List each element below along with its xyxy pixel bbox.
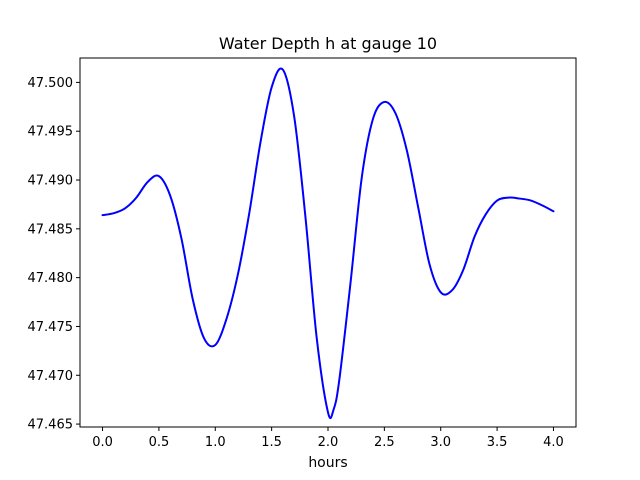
x-axis-label: hours [308, 455, 347, 471]
y-tick-label: 47.480 [28, 271, 74, 286]
x-tick-label: 3.5 [487, 435, 508, 450]
chart-title: Water Depth h at gauge 10 [219, 34, 437, 53]
y-axis-ticks: 47.465 47.470 47.475 47.480 47.485 47.490 47.4… [28, 76, 80, 433]
y-tick-label: 47.490 [28, 174, 74, 189]
y-tick-label: 47.500 [28, 76, 74, 91]
y-tick-label: 47.465 [28, 418, 74, 433]
x-axis-ticks: 0.0 0.5 1.0 1.5 2.0 2.5 3.0 3.5 4.0 [92, 427, 564, 450]
plot-area [101, 67, 555, 420]
y-tick-label: 47.495 [28, 125, 74, 140]
x-tick-label: 1.0 [205, 435, 226, 450]
x-tick-label: 0.0 [92, 435, 113, 450]
x-tick-label: 3.0 [430, 435, 451, 450]
x-tick-label: 1.5 [261, 435, 282, 450]
y-tick-label: 47.475 [28, 320, 74, 335]
y-tick-label: 47.485 [28, 222, 74, 237]
x-tick-label: 2.0 [318, 435, 339, 450]
x-tick-label: 4.0 [543, 435, 564, 450]
plot-frame [79, 57, 577, 428]
x-tick-label: 0.5 [149, 435, 170, 450]
y-tick-label: 47.470 [28, 369, 74, 384]
x-tick-label: 2.5 [374, 435, 395, 450]
series-line-water-depth [101, 67, 555, 420]
